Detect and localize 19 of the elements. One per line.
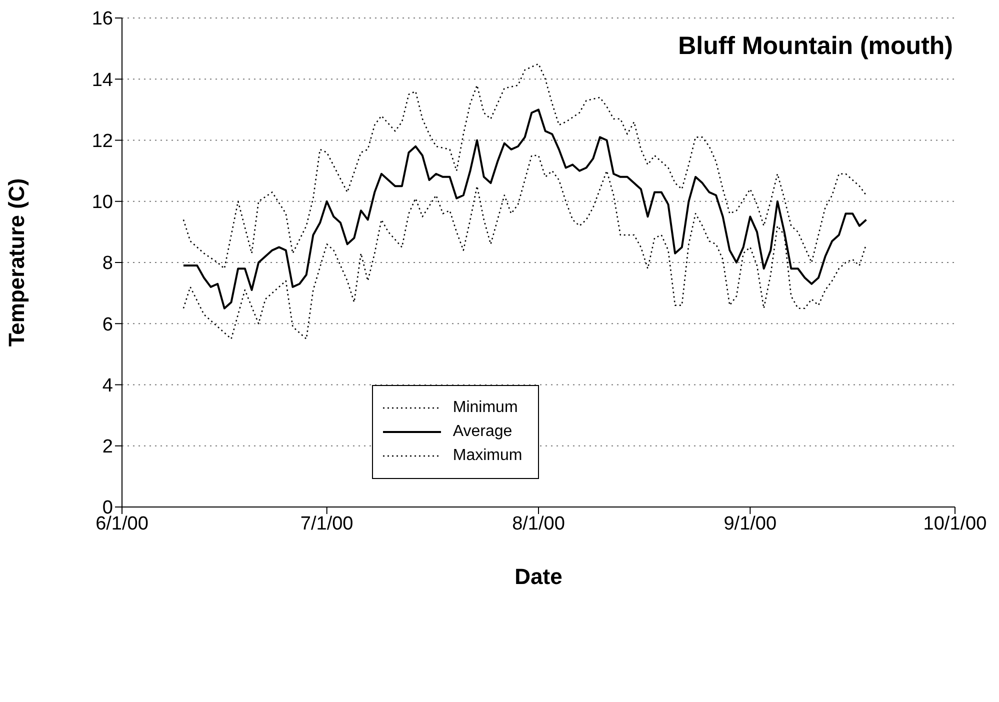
y-tick-label: 12 [92,130,113,152]
x-axis-title: Date [514,564,562,589]
y-tick-label: 8 [102,253,113,274]
x-tick-label: 8/1/00 [512,513,565,534]
legend-label: Minimum [452,398,518,418]
x-tick-label: 7/1/00 [300,513,354,534]
legend-label: Average [452,422,512,442]
y-axis-title: Temperature (C) [4,178,29,347]
x-tick-label: 10/1/00 [923,513,987,534]
text: Bluff Mountain (mouth) [678,32,953,61]
y-tick-label: 2 [102,436,113,458]
x-tick-label: 9/1/00 [724,513,777,534]
y-tick-label: 6 [102,314,113,336]
y-tick-label: 4 [102,375,114,396]
y-tick-label: 14 [92,70,114,91]
y-tick-label: 16 [92,8,113,30]
y-tick-label: 10 [92,192,113,214]
line-series [182,63,867,270]
legend-label: Maximum [452,446,522,466]
